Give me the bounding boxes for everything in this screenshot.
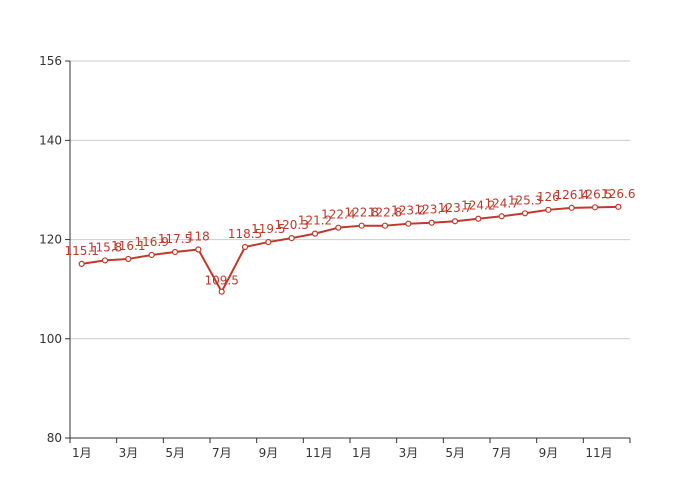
data-label: 122.4 bbox=[321, 208, 355, 222]
x-tick-label: 3月 bbox=[399, 446, 419, 460]
x-tick-label: 5月 bbox=[165, 446, 185, 460]
data-point bbox=[148, 251, 155, 259]
data-label: 118 bbox=[187, 230, 210, 244]
data-point bbox=[451, 218, 459, 225]
data-label: 122.8 bbox=[344, 206, 378, 220]
data-point bbox=[591, 204, 599, 211]
data-label: 124.7 bbox=[484, 196, 518, 210]
data-point bbox=[241, 243, 249, 251]
data-point bbox=[381, 222, 389, 229]
data-point bbox=[428, 219, 435, 226]
data-label: 116.9 bbox=[134, 235, 168, 249]
data-label: 122.8 bbox=[368, 206, 402, 220]
x-tick-label: 7月 bbox=[492, 446, 512, 460]
x-tick-label: 11月 bbox=[585, 446, 612, 460]
data-label: 109.5 bbox=[204, 274, 238, 288]
y-tick-label: 100 bbox=[39, 332, 62, 346]
x-tick-label: 7月 bbox=[212, 446, 232, 460]
x-tick-label: 3月 bbox=[119, 446, 139, 460]
data-label: 116.1 bbox=[111, 239, 145, 253]
axes: 80 100 120 140 156 1月 3月 5月 7月 9月 11月 1月 3月 5月 7月 9月 11月 bbox=[39, 54, 631, 460]
data-label: 115.8 bbox=[88, 240, 122, 254]
data-label: 124.2 bbox=[461, 199, 495, 213]
data-point bbox=[311, 230, 319, 237]
data-label: 126.6 bbox=[601, 187, 635, 201]
data-label: 119.5 bbox=[251, 222, 285, 236]
data-point bbox=[218, 288, 225, 295]
data-label: 121.2 bbox=[298, 214, 332, 228]
x-tick-label: 11月 bbox=[305, 446, 332, 460]
data-label: 126.4 bbox=[554, 188, 588, 202]
data-label: 126.5 bbox=[578, 187, 612, 201]
y-tick-label: 120 bbox=[39, 233, 62, 247]
data-point bbox=[288, 234, 295, 242]
data-point bbox=[498, 213, 505, 220]
y-tick-label: 140 bbox=[39, 133, 62, 147]
data-point bbox=[521, 210, 529, 217]
data-point bbox=[195, 246, 202, 253]
data-point bbox=[475, 215, 482, 222]
x-tick-label: 9月 bbox=[259, 446, 279, 460]
series-line bbox=[81, 205, 619, 293]
data-point bbox=[545, 206, 552, 213]
x-tick-label: 9月 bbox=[539, 446, 559, 460]
data-label: 123.2 bbox=[391, 204, 425, 218]
data-point bbox=[615, 203, 622, 210]
data-label: 123.4 bbox=[414, 203, 448, 217]
data-point bbox=[265, 238, 272, 246]
series bbox=[78, 203, 622, 295]
x-tick-label: 5月 bbox=[445, 446, 465, 460]
data-label: 118.5 bbox=[228, 227, 262, 241]
data-point bbox=[78, 260, 85, 267]
data-point bbox=[125, 255, 132, 263]
data-label: 117.5 bbox=[158, 232, 192, 246]
data-label: 123.7 bbox=[438, 201, 472, 215]
y-tick-label: 156 bbox=[39, 54, 62, 68]
grid-lines bbox=[70, 60, 630, 340]
data-point bbox=[101, 257, 109, 264]
data-label: 125.3 bbox=[508, 193, 542, 207]
data-point bbox=[335, 224, 342, 231]
data-label: 115.1 bbox=[64, 244, 98, 258]
data-point bbox=[358, 222, 365, 229]
data-point bbox=[405, 220, 412, 227]
x-tick-label: 1月 bbox=[352, 446, 372, 460]
data-point bbox=[171, 248, 179, 256]
data-label: 126 bbox=[537, 190, 560, 204]
x-tick-label: 1月 bbox=[72, 446, 92, 460]
data-point bbox=[568, 204, 575, 211]
data-label: 120.3 bbox=[274, 218, 308, 232]
y-tick-label: 80 bbox=[47, 431, 62, 445]
